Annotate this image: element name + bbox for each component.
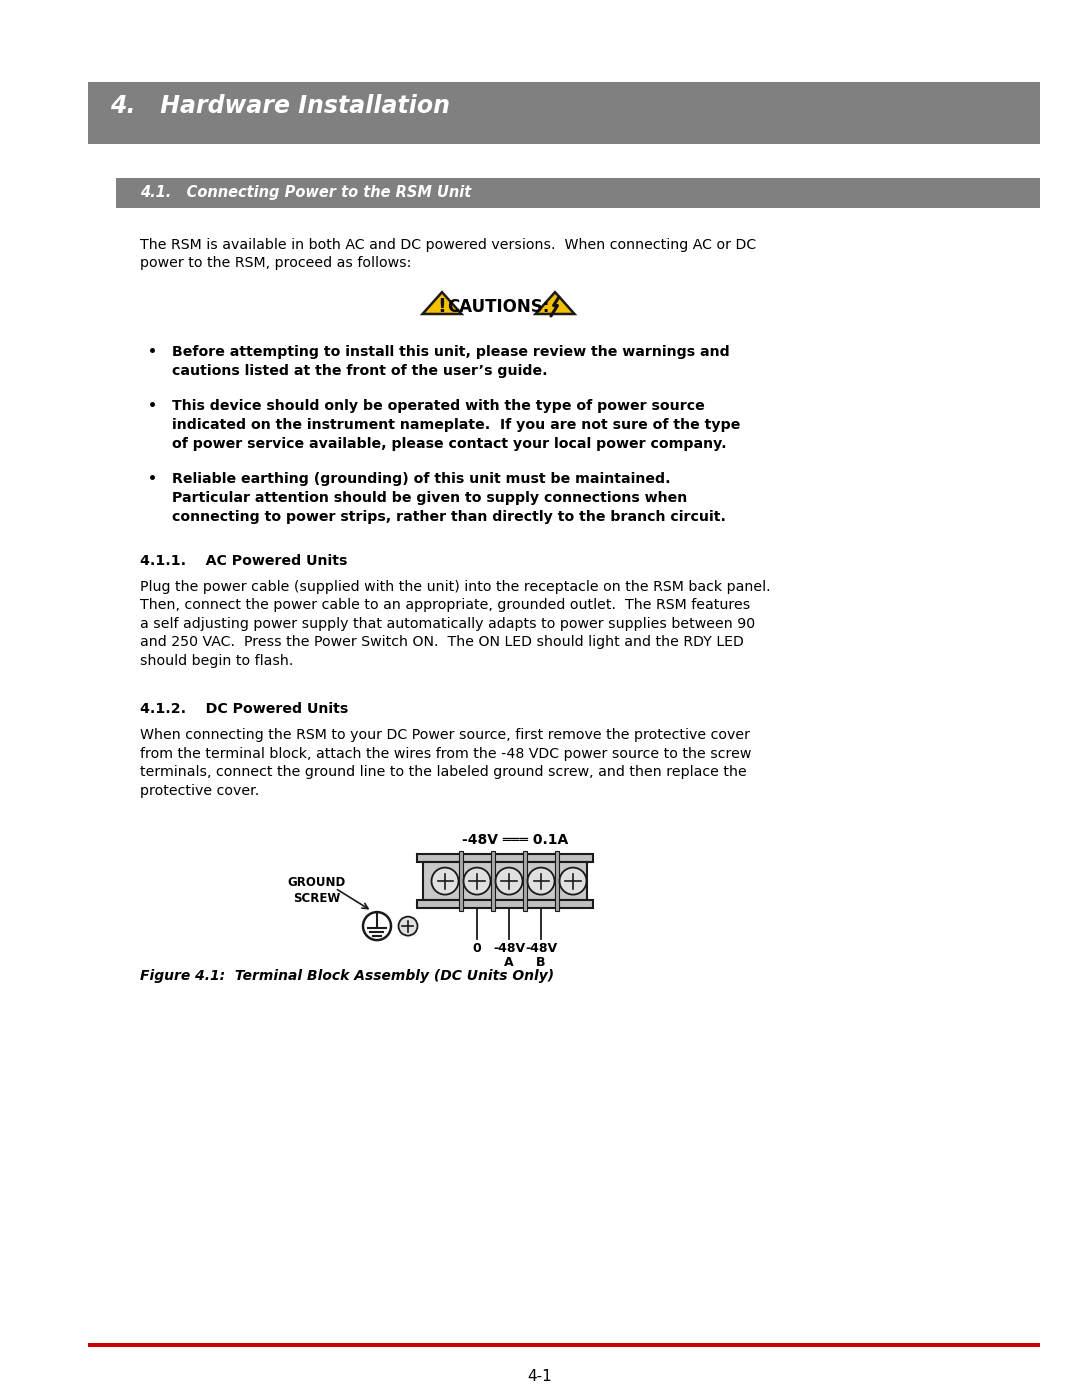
Text: cautions listed at the front of the user’s guide.: cautions listed at the front of the user…: [172, 363, 548, 377]
Text: !: !: [437, 298, 446, 316]
Text: CAUTIONS:: CAUTIONS:: [447, 298, 550, 316]
Text: connecting to power strips, rather than directly to the branch circuit.: connecting to power strips, rather than …: [172, 510, 726, 524]
Text: 4-1: 4-1: [528, 1369, 552, 1384]
Polygon shape: [536, 292, 575, 314]
Bar: [417, 854, 593, 862]
Bar: [87, 82, 1040, 144]
Text: 0: 0: [473, 942, 482, 956]
Text: 4.1.1.    AC Powered Units: 4.1.1. AC Powered Units: [140, 553, 348, 567]
Text: A: A: [504, 956, 514, 970]
Text: The RSM is available in both AC and DC powered versions.  When connecting AC or : The RSM is available in both AC and DC p…: [140, 237, 756, 251]
Bar: [490, 851, 496, 911]
Text: 4.   Hardware Installation: 4. Hardware Installation: [110, 94, 450, 117]
Text: Before attempting to install this unit, please review the warnings and: Before attempting to install this unit, …: [172, 345, 730, 359]
Circle shape: [496, 868, 523, 894]
Text: Plug the power cable (supplied with the unit) into the receptacle on the RSM bac: Plug the power cable (supplied with the …: [140, 580, 771, 594]
Text: -48V: -48V: [492, 942, 525, 956]
Text: terminals, connect the ground line to the labeled ground screw, and then replace: terminals, connect the ground line to th…: [140, 766, 746, 780]
Text: B: B: [537, 956, 545, 970]
Circle shape: [399, 916, 418, 936]
Text: 4.1.   Connecting Power to the RSM Unit: 4.1. Connecting Power to the RSM Unit: [140, 186, 471, 201]
Text: This device should only be operated with the type of power source: This device should only be operated with…: [172, 400, 705, 414]
Text: from the terminal block, attach the wires from the -48 VDC power source to the s: from the terminal block, attach the wire…: [140, 746, 752, 760]
Text: indicated on the instrument nameplate.  If you are not sure of the type: indicated on the instrument nameplate. I…: [172, 418, 741, 432]
Text: •: •: [148, 472, 157, 486]
Bar: [423, 862, 588, 900]
Polygon shape: [422, 292, 461, 314]
Text: should begin to flash.: should begin to flash.: [140, 654, 294, 668]
Text: Then, connect the power cable to an appropriate, grounded outlet.  The RSM featu: Then, connect the power cable to an appr…: [140, 598, 751, 612]
Circle shape: [463, 868, 490, 894]
Bar: [459, 851, 463, 911]
Text: GROUND
SCREW: GROUND SCREW: [288, 876, 346, 905]
Text: Reliable earthing (grounding) of this unit must be maintained.: Reliable earthing (grounding) of this un…: [172, 472, 671, 486]
Circle shape: [432, 868, 459, 894]
Text: 4.1.2.    DC Powered Units: 4.1.2. DC Powered Units: [140, 703, 348, 717]
Text: and 250 VAC.  Press the Power Switch ON.  The ON LED should light and the RDY LE: and 250 VAC. Press the Power Switch ON. …: [140, 636, 744, 650]
Bar: [523, 851, 527, 911]
Text: •: •: [148, 345, 157, 359]
Text: Particular attention should be given to supply connections when: Particular attention should be given to …: [172, 492, 687, 506]
Text: power to the RSM, proceed as follows:: power to the RSM, proceed as follows:: [140, 257, 411, 271]
Text: a self adjusting power supply that automatically adapts to power supplies betwee: a self adjusting power supply that autom…: [140, 616, 755, 630]
Text: -48V: -48V: [525, 942, 557, 956]
Text: When connecting the RSM to your DC Power source, first remove the protective cov: When connecting the RSM to your DC Power…: [140, 728, 750, 742]
Text: of power service available, please contact your local power company.: of power service available, please conta…: [172, 437, 727, 451]
Circle shape: [559, 868, 586, 894]
Circle shape: [363, 912, 391, 940]
Bar: [417, 900, 593, 908]
Bar: [555, 851, 559, 911]
Circle shape: [527, 868, 554, 894]
Bar: [116, 177, 1040, 208]
Text: protective cover.: protective cover.: [140, 784, 259, 798]
Text: -48V ═══ 0.1A: -48V ═══ 0.1A: [462, 833, 568, 847]
Text: •: •: [148, 400, 157, 414]
Text: Figure 4.1:  Terminal Block Assembly (DC Units Only): Figure 4.1: Terminal Block Assembly (DC …: [140, 970, 554, 983]
Bar: [87, 1343, 1040, 1347]
